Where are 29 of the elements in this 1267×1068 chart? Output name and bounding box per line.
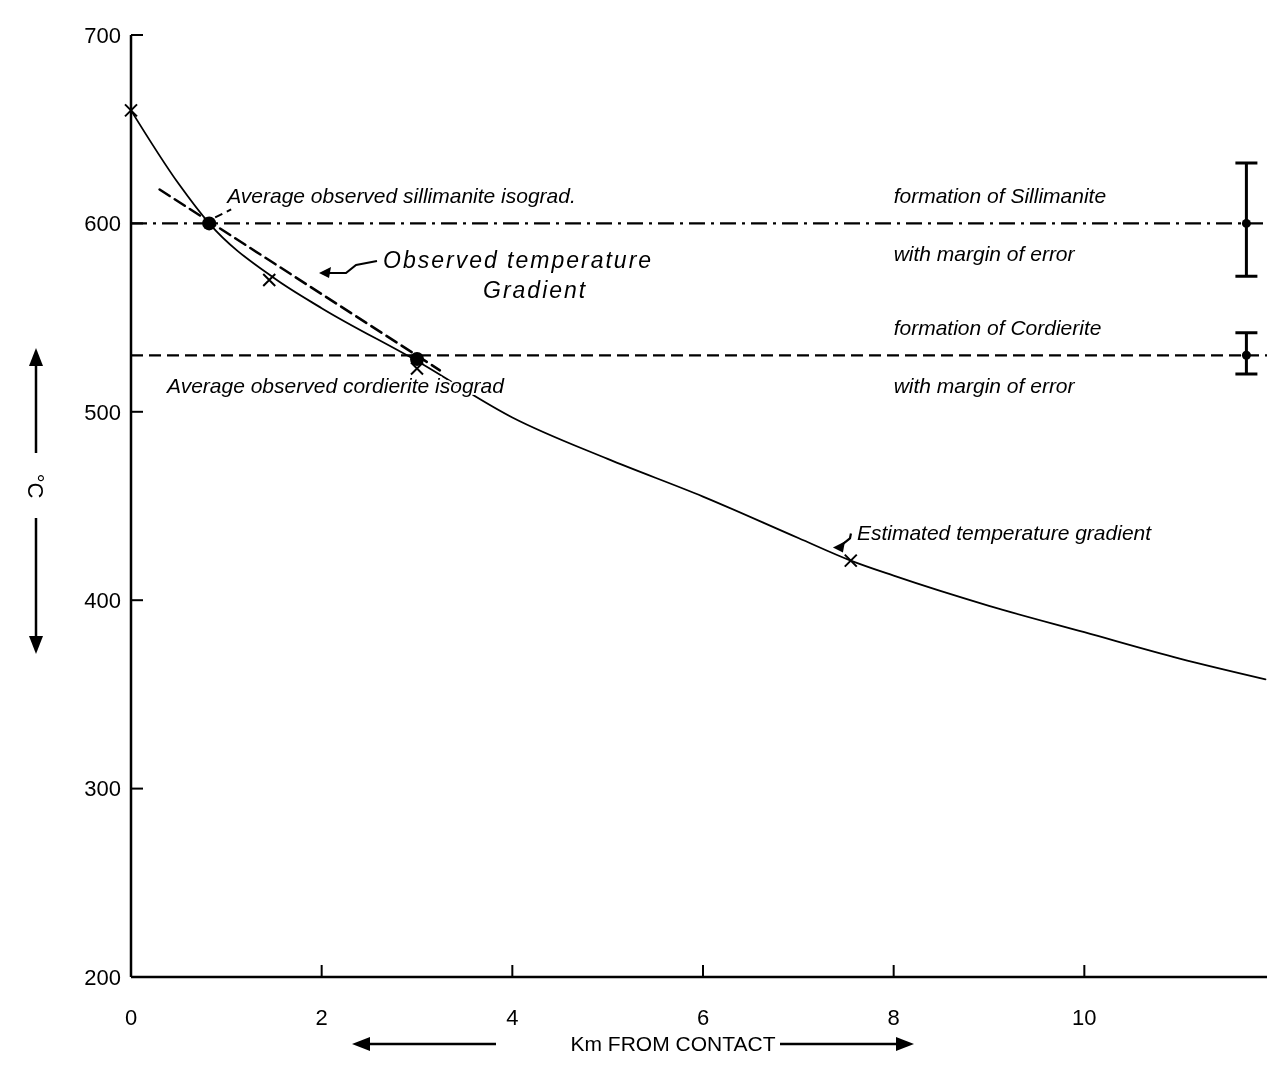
annotation: Average observed sillimanite isograd. — [225, 184, 576, 208]
annotation: with margin of error — [893, 374, 1076, 398]
point — [262, 272, 277, 287]
x-axis-title: Km FROM CONTACT — [570, 1032, 776, 1055]
point — [124, 103, 138, 118]
annotation: Estimated temperature gradient — [856, 521, 1153, 545]
point — [1241, 218, 1251, 228]
y-tick-label: 700 — [84, 22, 121, 48]
point — [410, 361, 424, 376]
x-tick-label: 4 — [506, 1005, 519, 1030]
y-tick-label: 400 — [84, 587, 121, 613]
annotation: Observed temperature Gradient — [383, 247, 654, 303]
ref-line-label: formation of Sillimanite — [893, 184, 1107, 208]
x-tick-label: 2 — [315, 1005, 328, 1030]
annotation: with margin of error — [893, 242, 1076, 266]
x-tick-label: 10 — [1072, 1005, 1097, 1030]
y-tick-label: 300 — [84, 776, 121, 802]
point — [843, 553, 858, 568]
y-tick-label: 500 — [84, 399, 121, 425]
x-tick-label: 0 — [124, 1005, 138, 1030]
point — [1241, 350, 1251, 360]
y-tick-label: 200 — [84, 964, 121, 990]
x-tick-label: 8 — [887, 1005, 900, 1030]
y-axis-title: °C — [23, 473, 49, 499]
point — [202, 216, 217, 231]
point — [410, 352, 424, 367]
y-tick-label: 600 — [84, 211, 121, 237]
ref-line-label: formation of Cordierite — [893, 316, 1102, 340]
x-tick-label: 6 — [696, 1005, 710, 1030]
